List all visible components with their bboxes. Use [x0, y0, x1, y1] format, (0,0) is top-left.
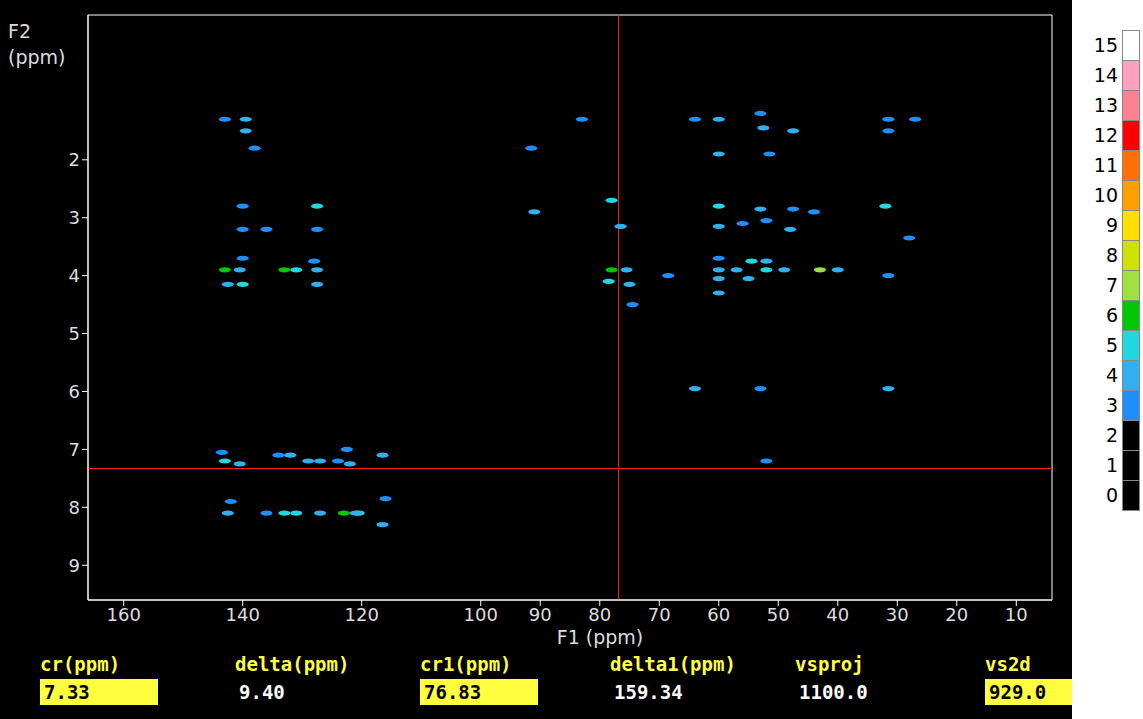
html-text:14: 14 — [1093, 64, 1118, 86]
svg-text:70: 70 — [648, 604, 671, 625]
html-text:delta(ppm): delta(ppm) — [235, 653, 350, 675]
html-text:1100.0: 1100.0 — [799, 681, 868, 703]
html-text:929.0: 929.0 — [989, 681, 1047, 703]
svg-text:140: 140 — [226, 604, 260, 625]
html-text:vs2d: vs2d — [985, 653, 1031, 675]
svg-text:7: 7 — [69, 439, 80, 460]
html-text:2: 2 — [1105, 424, 1118, 446]
svg-text:160: 160 — [107, 604, 141, 625]
svg-text:3: 3 — [69, 207, 80, 228]
html-text:9.40: 9.40 — [239, 681, 285, 703]
svg-text:60: 60 — [707, 604, 730, 625]
svg-text:4: 4 — [69, 265, 80, 286]
svg-text:20: 20 — [945, 604, 968, 625]
html-text:11: 11 — [1093, 154, 1118, 176]
html-text:5: 5 — [1105, 334, 1118, 356]
html-text:15: 15 — [1093, 34, 1118, 56]
html-text:13: 13 — [1093, 94, 1118, 116]
svg-text:10: 10 — [1005, 604, 1028, 625]
html-text:cr(ppm): cr(ppm) — [40, 653, 121, 675]
html-text:8: 8 — [1105, 244, 1118, 266]
html-text:F1 (ppm): F1 (ppm) — [556, 626, 644, 648]
svg-text:120: 120 — [345, 604, 379, 625]
html-text:9: 9 — [1105, 214, 1118, 236]
svg-text:2: 2 — [69, 149, 80, 170]
html-text:cr1(ppm): cr1(ppm) — [420, 653, 512, 675]
html-text:7: 7 — [1105, 274, 1118, 296]
html-text:3: 3 — [1105, 394, 1118, 416]
html-text:vsproj: vsproj — [795, 653, 864, 675]
html-text:delta1(ppm): delta1(ppm) — [610, 653, 736, 675]
html-text:10: 10 — [1093, 184, 1118, 206]
html-text:1: 1 — [1105, 454, 1118, 476]
html-text:F2 (ppm): F2 (ppm) — [8, 20, 66, 68]
svg-text:6: 6 — [69, 381, 80, 402]
svg-text:50: 50 — [767, 604, 790, 625]
html-text:0: 0 — [1105, 484, 1118, 506]
html-text:6: 6 — [1105, 304, 1118, 326]
html-text:12: 12 — [1093, 124, 1118, 146]
svg-text:40: 40 — [826, 604, 849, 625]
html-text:7.33: 7.33 — [44, 681, 90, 703]
svg-text:100: 100 — [464, 604, 498, 625]
html-text:76.83: 76.83 — [424, 681, 482, 703]
svg-text:5: 5 — [69, 323, 80, 344]
svg-text:8: 8 — [69, 497, 80, 518]
svg-text:30: 30 — [886, 604, 909, 625]
svg-text:90: 90 — [529, 604, 552, 625]
html-text:159.34: 159.34 — [614, 681, 683, 703]
svg-text:9: 9 — [69, 555, 80, 576]
html-text:4: 4 — [1105, 364, 1118, 386]
svg-text:80: 80 — [588, 604, 611, 625]
